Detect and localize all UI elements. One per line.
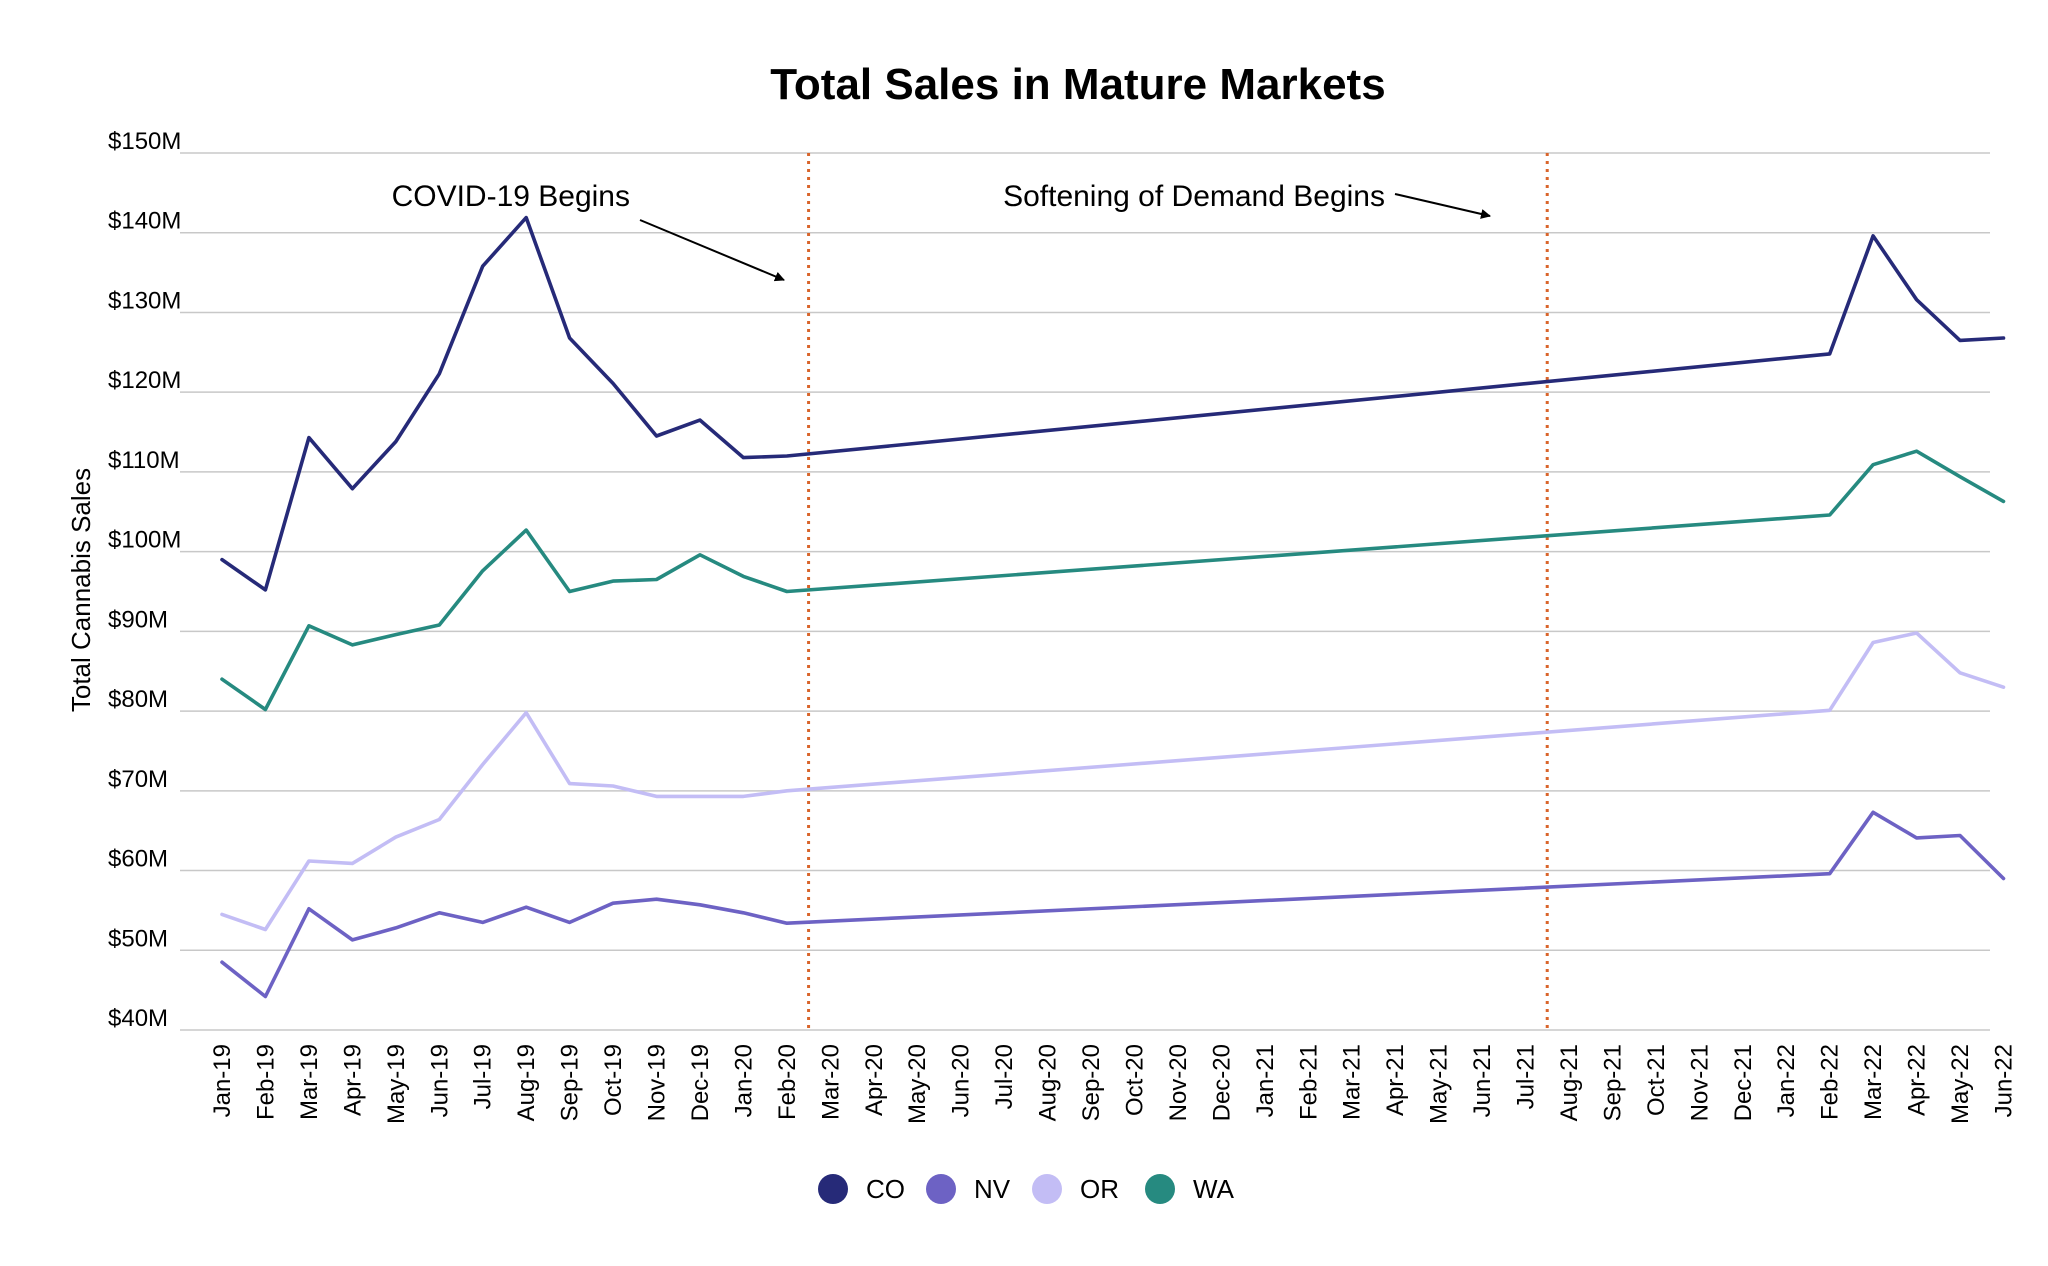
x-tick-label: Dec-21 [1730,1044,1757,1121]
legend-swatch [1145,1174,1175,1204]
x-tick-label: Oct-21 [1643,1044,1670,1116]
series-line-wa [220,449,2006,712]
x-tick-label: Sep-21 [1599,1044,1626,1121]
x-tick-label: Mar-19 [296,1044,323,1120]
legend-swatch [926,1174,956,1204]
x-tick-label: Oct-20 [1121,1044,1148,1116]
x-tick-label: Jun-20 [948,1044,975,1117]
x-tick-label: Aug-19 [513,1044,540,1121]
x-tick-label: Dec-19 [687,1044,714,1121]
x-tick-label: Jun-19 [426,1044,453,1117]
x-tick-label: Jan-21 [1252,1044,1279,1117]
x-tick-label: May-20 [904,1044,931,1124]
x-tick-label: Nov-21 [1686,1044,1713,1121]
gridlines [180,152,1990,1031]
annotation-arrow [639,219,785,282]
legend-label: CO [866,1174,905,1204]
legend-item-nv: NV [926,1174,1011,1204]
y-axis-title: Total Cannabis Sales [66,468,96,712]
x-tick-label: Apr-20 [861,1044,888,1116]
y-tick-label: $80M [108,686,168,713]
legend-item-wa: WA [1145,1174,1235,1204]
x-tick-label: Nov-19 [644,1044,671,1121]
series-line-nv [220,810,2006,999]
y-tick-label: $130M [108,287,181,314]
series-line-co [220,215,2006,592]
y-tick-label: $110M [108,447,180,474]
legend-item-co: CO [818,1174,905,1204]
y-tick-label: $150M [108,128,181,155]
x-tick-label: Feb-20 [774,1044,801,1120]
x-tick-label: Feb-22 [1817,1044,1844,1120]
x-tick-label: Mar-20 [817,1044,844,1120]
x-tick-label: Aug-21 [1556,1044,1583,1121]
x-tick-label: Apr-22 [1904,1044,1931,1116]
annotation-arrow [1394,193,1491,219]
x-tick-label: Oct-19 [600,1044,627,1116]
event-markers [807,153,1549,1032]
legend: CO NV OR WA [818,1174,1235,1204]
x-tick-label: May-22 [1947,1044,1974,1124]
chart-title: Total Sales in Mature Markets [770,60,1385,109]
y-axis-ticks: $40M $50M $60M $70M $80M $90M $100M $110M $120M $… [108,128,181,1032]
x-tick-label: Apr-21 [1382,1044,1409,1116]
x-tick-label: Dec-20 [1208,1044,1235,1121]
annotations: COVID-19 Begins Softening of Demand Begin… [392,180,1491,282]
x-tick-label: Mar-22 [1860,1044,1887,1120]
x-tick-label: Nov-20 [1165,1044,1192,1121]
legend-label: WA [1193,1174,1235,1204]
y-tick-label: $60M [108,846,168,873]
x-tick-label: May-19 [383,1044,410,1124]
x-tick-label: Mar-21 [1339,1044,1366,1120]
x-tick-label: Aug-20 [1035,1044,1062,1121]
legend-label: OR [1080,1174,1119,1204]
x-tick-label: Feb-19 [252,1044,279,1120]
x-tick-label: Apr-19 [339,1044,366,1116]
legend-label: NV [974,1174,1011,1204]
y-tick-label: $70M [108,766,168,793]
y-tick-label: $50M [108,925,168,952]
y-tick-label: $100M [108,527,181,554]
y-tick-label: $40M [108,1005,168,1032]
x-tick-label: Jun-21 [1469,1044,1496,1117]
legend-swatch [818,1174,848,1204]
annotation-label: COVID-19 Begins [392,180,630,213]
annotation-label: Softening of Demand Begins [1003,180,1385,213]
x-tick-label: May-21 [1426,1044,1453,1124]
x-tick-label: Jan-19 [209,1044,236,1117]
legend-swatch [1032,1174,1062,1204]
x-tick-label: Jul-19 [470,1044,497,1109]
x-tick-label: Jul-20 [991,1044,1018,1109]
x-tick-label: Sep-20 [1078,1044,1105,1121]
y-tick-label: $140M [108,208,181,235]
legend-item-or: OR [1032,1174,1119,1204]
y-tick-label: $90M [108,606,168,633]
x-axis-ticks: Jan-19 Feb-19 Mar-19 Apr-19 May-19 Jun-19 Jul-… [209,1044,2017,1124]
x-tick-label: Jan-20 [730,1044,757,1117]
series-lines [220,215,2006,999]
x-tick-label: Sep-19 [557,1044,584,1121]
x-tick-label: Jun-22 [1990,1044,2017,1117]
x-tick-label: Jul-21 [1513,1044,1540,1109]
x-tick-label: Jan-22 [1773,1044,1800,1117]
x-tick-label: Feb-21 [1295,1044,1322,1120]
y-tick-label: $120M [108,367,181,394]
series-line-or [220,631,2006,932]
